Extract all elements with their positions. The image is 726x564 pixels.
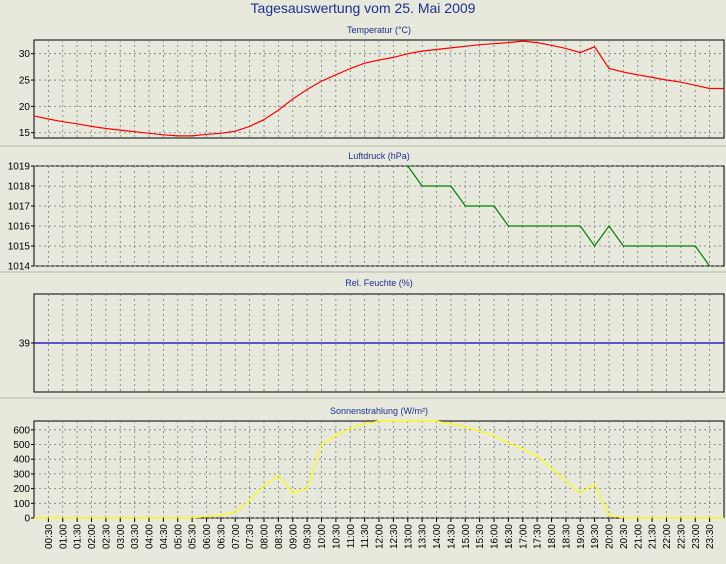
x-tick-label: 21:30: [648, 524, 659, 549]
x-tick-label: 15:30: [475, 524, 486, 549]
x-tick-label: 08:30: [274, 524, 285, 549]
x-tick-label: 13:30: [418, 524, 429, 549]
chart-panel-3: 39 Rel. Feuchte (%): [0, 278, 726, 399]
x-tick-label: 02:30: [101, 524, 112, 549]
x-tick-label: 23:30: [705, 524, 716, 549]
y-tick-label: 1018: [8, 182, 31, 193]
chart-panel-1: 15 20 25 30 Temperatur (°C): [0, 25, 726, 147]
x-tick-label: 03:30: [130, 524, 141, 549]
x-tick-label: 15:00: [461, 524, 472, 549]
panel-title: Sonnenstrahlung (W/m²): [330, 406, 428, 416]
series-line: [34, 40, 724, 137]
x-tick-label: 11:30: [360, 524, 371, 549]
x-tick-label: 20:30: [619, 524, 630, 549]
x-tick-label: 19:30: [590, 524, 601, 549]
x-tick-label: 09:30: [303, 524, 314, 549]
y-tick-label: 1016: [8, 222, 31, 233]
x-tick-label: 20:00: [605, 524, 616, 549]
y-tick-label: 15: [19, 128, 31, 139]
y-tick-label: 200: [13, 484, 30, 495]
y-tick-label: 100: [13, 499, 30, 510]
page-title: Tagesauswertung vom 25. Mai 2009: [250, 0, 476, 16]
y-tick-label: 400: [13, 455, 30, 466]
plot-frame: [33, 39, 725, 139]
x-tick-label: 03:00: [116, 524, 127, 549]
y-tick-label: 1019: [8, 162, 31, 173]
x-tick-label: 00:30: [44, 524, 55, 549]
x-tick-label: 11:00: [346, 524, 357, 549]
panel-title: Luftdruck (hPa): [348, 151, 410, 161]
x-tick-label: 01:30: [73, 524, 84, 549]
x-tick-label: 09:00: [288, 524, 299, 549]
x-tick-label: 07:30: [245, 524, 256, 549]
y-tick-label: 25: [19, 76, 31, 87]
x-tick-label: 06:00: [202, 524, 213, 549]
x-tick-label: 05:30: [188, 524, 199, 549]
y-tick-label: 500: [13, 440, 30, 451]
x-tick-label: 14:30: [446, 524, 457, 549]
x-tick-label: 18:00: [547, 524, 558, 549]
x-tick-label: 22:30: [676, 524, 687, 549]
x-tick-label: 12:30: [389, 524, 400, 549]
x-tick-label: 12:00: [375, 524, 386, 549]
x-tick-label: 07:00: [231, 524, 242, 549]
series-line: [407, 165, 711, 267]
x-tick-label: 23:00: [691, 524, 702, 549]
panel-title: Rel. Feuchte (%): [345, 278, 413, 288]
x-tick-label: 05:00: [173, 524, 184, 549]
y-tick-label: 1017: [8, 202, 31, 213]
y-tick-label: 1015: [8, 242, 31, 253]
y-tick-label: 39: [19, 339, 31, 350]
x-tick-label: 16:00: [490, 524, 501, 549]
x-tick-label: 10:30: [331, 524, 342, 549]
chart-panel-2: 1014 1015 1016 1017 1018 1019 Luftdruck (hPa): [0, 151, 726, 273]
x-tick-label: 17:00: [518, 524, 529, 549]
x-tick-label: 08:00: [260, 524, 271, 549]
panel-title: Temperatur (°C): [347, 25, 411, 35]
x-tick-label: 04:30: [159, 524, 170, 549]
y-tick-label: 30: [19, 49, 31, 60]
x-tick-label: 13:00: [403, 524, 414, 549]
y-tick-label: 300: [13, 469, 30, 480]
x-tick-label: 04:00: [145, 524, 156, 549]
chart-panel-4: 0 100 200 300 400 500 600 Sonnenstrahlung (W/m²…: [13, 406, 725, 525]
x-tick-label: 21:00: [633, 524, 644, 549]
y-tick-label: 600: [13, 425, 30, 436]
y-tick-label: 1014: [8, 262, 31, 273]
x-tick-label: 18:30: [561, 524, 572, 549]
x-tick-label: 22:00: [662, 524, 673, 549]
x-tick-label: 19:00: [576, 524, 587, 549]
x-axis: 00:30 01:00 01:30 02:00 02:30 03:00 03:30 04:00…: [44, 518, 716, 549]
x-tick-label: 06:30: [216, 524, 227, 549]
x-tick-label: 17:30: [533, 524, 544, 549]
x-tick-label: 10:00: [317, 524, 328, 549]
y-tick-label: 20: [19, 102, 31, 113]
x-tick-label: 02:00: [87, 524, 98, 549]
y-tick-label: 0: [24, 514, 30, 525]
x-tick-label: 14:00: [432, 524, 443, 549]
x-tick-label: 16:30: [504, 524, 515, 549]
x-tick-label: 01:00: [58, 524, 69, 549]
